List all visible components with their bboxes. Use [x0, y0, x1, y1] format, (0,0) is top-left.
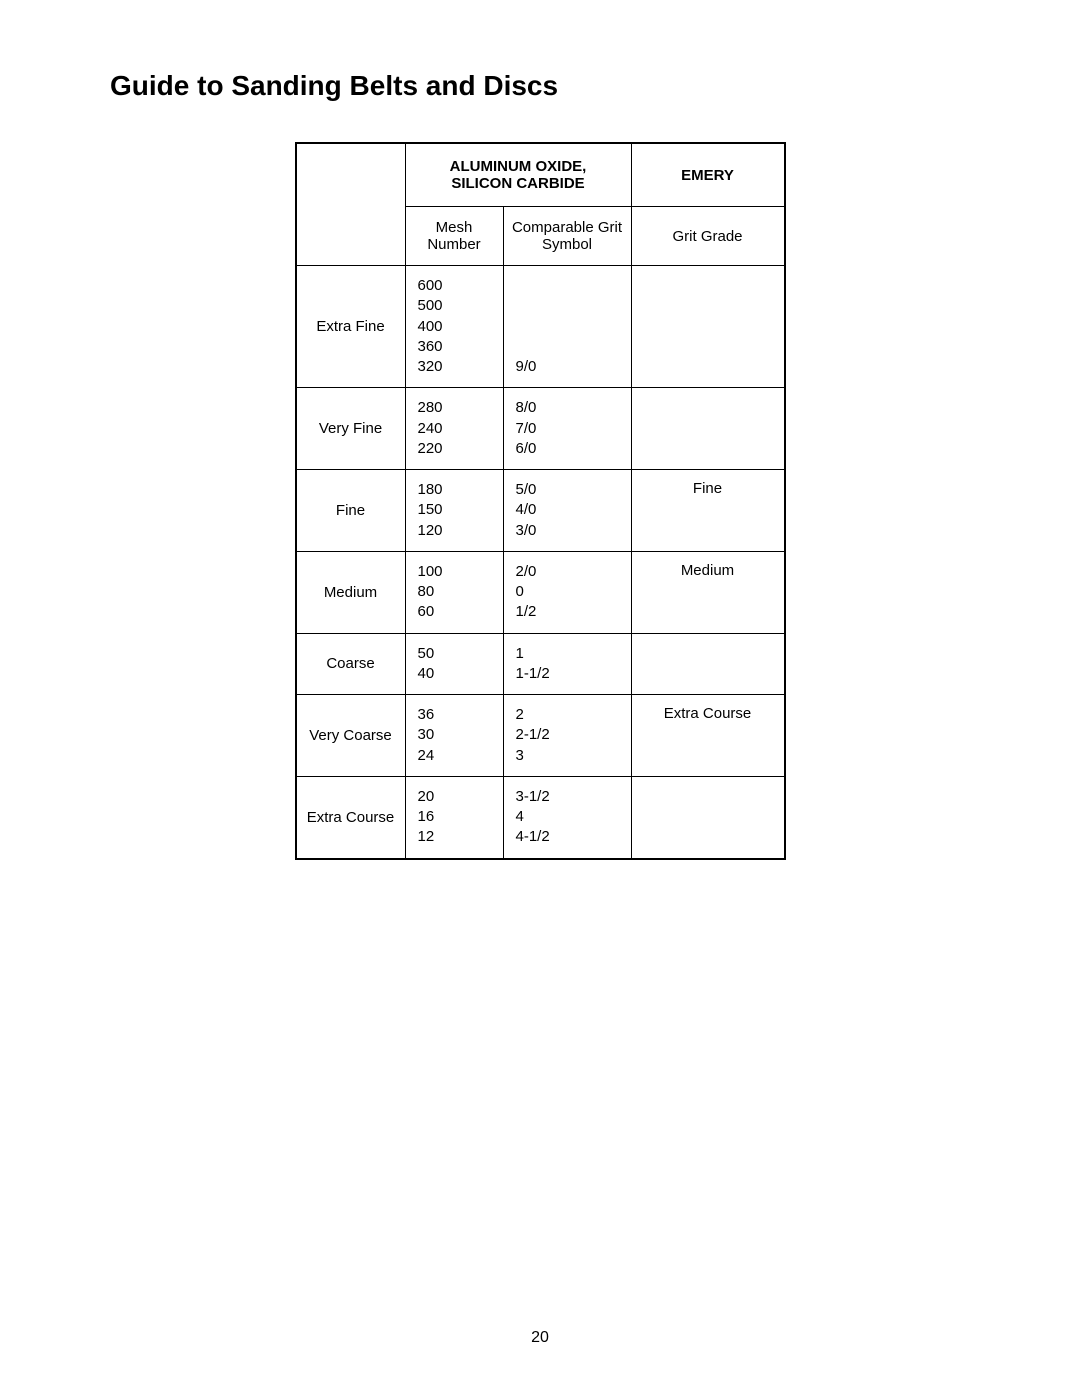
subheader-mesh: Mesh Number — [405, 207, 503, 266]
emery-cell: Medium — [631, 551, 785, 633]
emery-cell: Extra Course — [631, 695, 785, 777]
symbol-cell: 3-1/244-1/2 — [503, 776, 631, 858]
sanding-guide-table: Aluminum Oxide,Silicon Carbide Emery Mes… — [295, 142, 786, 860]
symbol-cell: 2/001/2 — [503, 551, 631, 633]
emery-cell — [631, 388, 785, 470]
mesh-cell: 280240220 — [405, 388, 503, 470]
subheader-grit: Grit Grade — [631, 207, 785, 266]
symbol-cell: 22-1/23 — [503, 695, 631, 777]
header-blank — [296, 143, 406, 266]
symbol-cell: 5/04/03/0 — [503, 470, 631, 552]
table-container: Aluminum Oxide,Silicon Carbide Emery Mes… — [110, 142, 970, 860]
table-row: Extra Fine600500400360320 9/0 — [296, 266, 785, 388]
table-row: Coarse504011-1/2 — [296, 633, 785, 695]
symbol-cell: 11-1/2 — [503, 633, 631, 695]
grade-cell: Very Coarse — [296, 695, 406, 777]
emery-cell — [631, 633, 785, 695]
grade-cell: Fine — [296, 470, 406, 552]
page-number: 20 — [0, 1329, 1080, 1347]
grade-cell: Very Fine — [296, 388, 406, 470]
grade-cell: Extra Course — [296, 776, 406, 858]
symbol-cell: 8/07/06/0 — [503, 388, 631, 470]
header-aluminum-oxide: Aluminum Oxide,Silicon Carbide — [405, 143, 631, 207]
mesh-cell: 363024 — [405, 695, 503, 777]
symbol-cell: 9/0 — [503, 266, 631, 388]
table-row: Very Fine2802402208/07/06/0 — [296, 388, 785, 470]
grade-cell: Coarse — [296, 633, 406, 695]
grade-cell: Medium — [296, 551, 406, 633]
header-emery: Emery — [631, 143, 785, 207]
grade-cell: Extra Fine — [296, 266, 406, 388]
table-row: Very Coarse36302422-1/23Extra Course — [296, 695, 785, 777]
mesh-cell: 1008060 — [405, 551, 503, 633]
header-aluminum-text: Aluminum Oxide,Silicon Carbide — [450, 158, 587, 192]
mesh-cell: 201612 — [405, 776, 503, 858]
table-row: Medium10080602/001/2Medium — [296, 551, 785, 633]
mesh-cell: 5040 — [405, 633, 503, 695]
emery-cell — [631, 266, 785, 388]
subheader-symbol: Comparable Grit Symbol — [503, 207, 631, 266]
mesh-cell: 600500400360320 — [405, 266, 503, 388]
page-title: Guide to Sanding Belts and Discs — [110, 70, 970, 102]
emery-cell: Fine — [631, 470, 785, 552]
emery-cell — [631, 776, 785, 858]
mesh-cell: 180150120 — [405, 470, 503, 552]
table-row: Extra Course2016123-1/244-1/2 — [296, 776, 785, 858]
page-content: Guide to Sanding Belts and Discs Aluminu… — [0, 0, 1080, 860]
table-row: Fine1801501205/04/03/0Fine — [296, 470, 785, 552]
